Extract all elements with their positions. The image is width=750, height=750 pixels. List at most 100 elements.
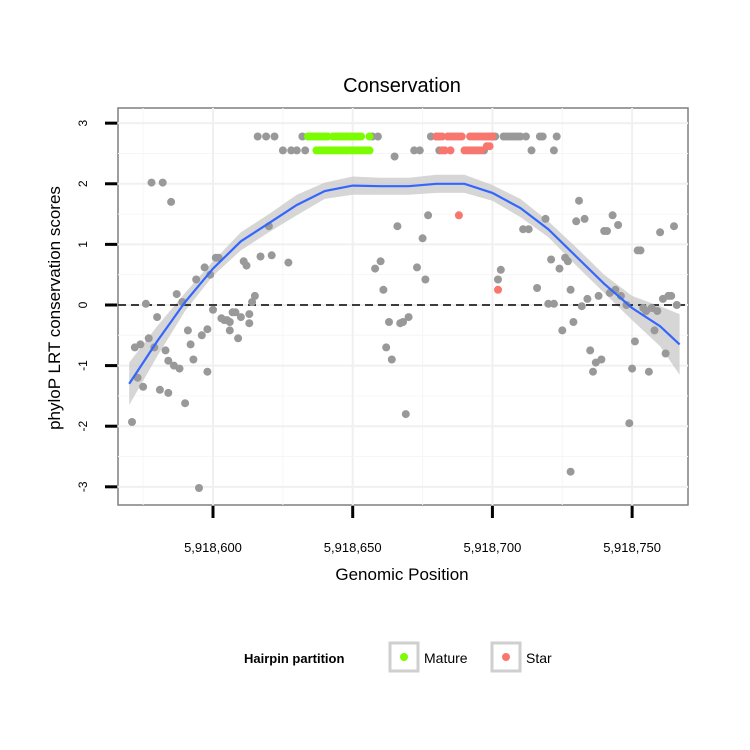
data-point-other [158, 178, 167, 187]
data-point-star [494, 285, 502, 294]
data-point-other [200, 263, 209, 272]
legend-title: Hairpin partition [244, 651, 344, 666]
data-point-other [496, 265, 505, 274]
data-point-other [278, 146, 287, 155]
legend-marker-mature [400, 653, 408, 661]
data-point-other [670, 222, 678, 231]
data-point-other [267, 251, 276, 260]
data-point-star [446, 146, 455, 155]
data-point-other [376, 257, 385, 266]
data-point-other [424, 211, 433, 220]
data-point-other [544, 299, 553, 308]
data-point-other [399, 318, 407, 326]
data-point-star [477, 146, 486, 155]
plot-panel [117, 107, 689, 506]
data-point-other [521, 132, 530, 141]
data-point-other [385, 318, 393, 326]
data-point-other [667, 291, 676, 300]
data-point-star [438, 132, 447, 141]
data-point-other [141, 299, 150, 308]
data-point-other [153, 313, 162, 322]
data-point-other [603, 227, 611, 235]
data-point-other [183, 326, 192, 335]
data-point-other [636, 246, 645, 255]
data-point-other [390, 152, 399, 161]
data-point-other [549, 299, 558, 308]
x-tick-label: 5,918,600 [184, 540, 242, 555]
data-point-other [175, 364, 184, 373]
data-point-other [292, 146, 301, 155]
data-point-other [242, 261, 251, 270]
data-point-other [577, 302, 586, 311]
data-point-mature [365, 132, 374, 141]
data-point-other [189, 355, 198, 364]
data-point-other [541, 214, 550, 223]
data-point-star [488, 132, 497, 141]
data-point-other [167, 197, 176, 206]
data-point-other [203, 325, 212, 334]
data-point-other [301, 146, 310, 155]
data-point-other [195, 484, 203, 492]
data-point-other [256, 252, 265, 261]
data-point-other [209, 305, 217, 314]
legend-marker-star [502, 653, 510, 661]
y-tick-label: -3 [76, 481, 90, 492]
data-point-other [625, 419, 634, 428]
y-tick-label: -2 [76, 421, 90, 432]
data-point-other [128, 418, 136, 426]
data-point-other [566, 467, 575, 476]
data-point-other [558, 326, 567, 335]
data-point-other [236, 313, 245, 322]
data-point-other [644, 367, 653, 376]
data-point-other [614, 221, 623, 229]
y-tick-label: -1 [76, 360, 90, 371]
data-point-other [519, 225, 528, 234]
x-tick-label: 5,918,750 [603, 540, 661, 555]
data-point-other [527, 146, 536, 155]
data-point-star [468, 146, 477, 155]
data-point-star [454, 211, 463, 220]
data-point-other [139, 382, 148, 391]
data-point-other [144, 334, 153, 343]
data-point-other [155, 385, 164, 394]
data-point-other [589, 367, 597, 376]
data-point-mature [323, 132, 332, 141]
data-point-other [415, 146, 424, 155]
confidence-band-layer [129, 174, 680, 405]
data-point-other [192, 275, 201, 284]
data-point-other [569, 318, 578, 326]
data-point-other [225, 326, 234, 335]
confidence-band [129, 174, 680, 405]
data-point-other [382, 343, 391, 352]
data-point-other [136, 340, 145, 349]
data-point-other [672, 301, 681, 309]
y-axis-label: phyloP LRT conservation scores [45, 186, 64, 430]
data-point-other [549, 146, 558, 155]
data-point-other [234, 334, 243, 343]
data-point-other [245, 310, 254, 319]
data-point-star [440, 146, 449, 155]
data-point-other [253, 132, 262, 141]
y-tick-label: 2 [76, 180, 90, 187]
data-point-other [418, 234, 427, 243]
data-point-other [516, 132, 525, 141]
data-point-other [186, 340, 195, 349]
data-point-other [555, 264, 564, 273]
data-point-other [262, 132, 271, 141]
data-point-other [284, 258, 293, 267]
legend: Hairpin partition Mature Star [244, 641, 552, 673]
x-axis-ticks: 5,918,600 5,918,650 5,918,700 5,918,750 [184, 506, 661, 555]
data-point-other [628, 364, 637, 373]
data-point-other [608, 211, 617, 220]
data-point-other [597, 355, 606, 364]
data-point-mature [357, 132, 366, 141]
chart-title: Conservation [343, 75, 461, 97]
data-point-other [270, 132, 279, 141]
data-point-other [147, 178, 156, 187]
data-point-other [231, 308, 240, 317]
data-point-other [387, 355, 396, 364]
y-tick-label: 3 [76, 119, 90, 126]
data-point-other [575, 196, 583, 205]
data-point-other [161, 346, 170, 355]
